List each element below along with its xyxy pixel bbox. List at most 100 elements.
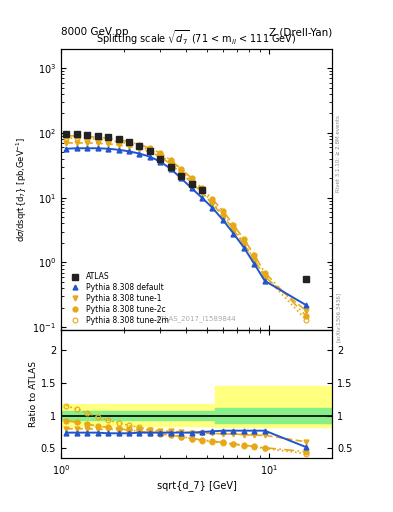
- Pythia 8.308 tune-2m: [74, 135, 79, 141]
- Pythia 8.308 tune-2c: [105, 135, 110, 141]
- Pythia 8.308 tune-1: [105, 141, 110, 147]
- Pythia 8.308 tune-1: [158, 154, 163, 160]
- Pythia 8.308 tune-1: [85, 140, 90, 146]
- Pythia 8.308 tune-2m: [64, 135, 68, 141]
- Pythia 8.308 tune-2c: [242, 236, 246, 242]
- Pythia 8.308 default: [304, 302, 309, 308]
- Pythia 8.308 tune-2m: [127, 141, 131, 147]
- Pythia 8.308 tune-2m: [263, 273, 267, 279]
- Pythia 8.308 tune-2c: [74, 133, 79, 139]
- Pythia 8.308 tune-2m: [221, 211, 226, 218]
- Pythia 8.308 tune-1: [231, 227, 236, 233]
- Pythia 8.308 tune-2c: [252, 252, 257, 258]
- Pythia 8.308 tune-2m: [85, 136, 90, 142]
- Pythia 8.308 default: [179, 175, 184, 181]
- Line: Pythia 8.308 tune-1: Pythia 8.308 tune-1: [64, 140, 309, 313]
- Title: Splitting scale $\sqrt{d_7}$ (71 < m$_{ll}$ < 111 GeV): Splitting scale $\sqrt{d_7}$ (71 < m$_{l…: [96, 28, 297, 47]
- Pythia 8.308 tune-2m: [137, 143, 142, 150]
- Pythia 8.308 tune-1: [179, 170, 184, 176]
- Text: [arXiv:1306.3436]: [arXiv:1306.3436]: [336, 292, 341, 343]
- Text: Z (Drell-Yan): Z (Drell-Yan): [269, 27, 332, 37]
- ATLAS: [168, 164, 173, 170]
- X-axis label: sqrt{d_7} [GeV]: sqrt{d_7} [GeV]: [156, 480, 237, 490]
- Line: Pythia 8.308 tune-2m: Pythia 8.308 tune-2m: [64, 136, 309, 323]
- ATLAS: [200, 187, 204, 194]
- Y-axis label: d$\sigma$/dsqrt{d$_7$} [pb,GeV$^{-1}$]: d$\sigma$/dsqrt{d$_7$} [pb,GeV$^{-1}$]: [15, 137, 29, 242]
- Pythia 8.308 tune-2m: [242, 240, 246, 246]
- Pythia 8.308 tune-2m: [304, 317, 309, 323]
- ATLAS: [105, 135, 110, 141]
- Pythia 8.308 tune-2m: [252, 257, 257, 263]
- Pythia 8.308 tune-2c: [95, 134, 100, 140]
- ATLAS: [95, 133, 100, 139]
- ATLAS: [147, 148, 152, 155]
- Pythia 8.308 tune-2m: [189, 178, 194, 184]
- Text: 8000 GeV pp: 8000 GeV pp: [61, 27, 129, 37]
- Pythia 8.308 tune-2c: [85, 134, 90, 140]
- Pythia 8.308 tune-2c: [210, 196, 215, 202]
- Pythia 8.308 tune-1: [221, 213, 226, 219]
- Pythia 8.308 tune-2m: [116, 139, 121, 145]
- Pythia 8.308 tune-2m: [95, 136, 100, 142]
- ATLAS: [74, 131, 79, 137]
- Pythia 8.308 tune-2c: [200, 185, 204, 191]
- Pythia 8.308 default: [200, 195, 204, 201]
- Pythia 8.308 tune-2c: [127, 139, 131, 145]
- ATLAS: [179, 173, 184, 179]
- Pythia 8.308 tune-2m: [105, 137, 110, 143]
- Pythia 8.308 tune-1: [263, 274, 267, 280]
- Pythia 8.308 tune-2m: [179, 168, 184, 174]
- Pythia 8.308 tune-1: [210, 201, 215, 207]
- Pythia 8.308 tune-1: [168, 161, 173, 167]
- Pythia 8.308 tune-2c: [158, 150, 163, 156]
- Line: ATLAS: ATLAS: [63, 131, 309, 283]
- Pythia 8.308 tune-2m: [168, 159, 173, 165]
- Pythia 8.308 tune-2c: [137, 141, 142, 147]
- Pythia 8.308 tune-2c: [168, 157, 173, 163]
- ATLAS: [127, 139, 131, 145]
- Text: Rivet 3.1.10; ≥ 2.8M events: Rivet 3.1.10; ≥ 2.8M events: [336, 115, 341, 192]
- Pythia 8.308 default: [127, 148, 131, 155]
- ATLAS: [85, 132, 90, 138]
- Pythia 8.308 tune-2c: [221, 208, 226, 214]
- ATLAS: [64, 131, 68, 137]
- Pythia 8.308 tune-2c: [64, 133, 68, 139]
- ATLAS: [158, 156, 163, 162]
- Pythia 8.308 tune-1: [200, 189, 204, 196]
- Pythia 8.308 tune-1: [74, 140, 79, 146]
- Pythia 8.308 tune-1: [95, 140, 100, 146]
- Pythia 8.308 default: [64, 146, 68, 152]
- Pythia 8.308 tune-2c: [231, 222, 236, 228]
- Pythia 8.308 default: [242, 245, 246, 251]
- Text: ATLAS_2017_I1589844: ATLAS_2017_I1589844: [157, 315, 236, 322]
- ATLAS: [189, 181, 194, 187]
- ATLAS: [116, 136, 121, 142]
- Pythia 8.308 tune-1: [147, 149, 152, 155]
- Pythia 8.308 default: [158, 159, 163, 165]
- Pythia 8.308 tune-2m: [210, 199, 215, 205]
- Pythia 8.308 tune-2c: [116, 137, 121, 143]
- Pythia 8.308 default: [95, 145, 100, 152]
- Pythia 8.308 tune-1: [252, 257, 257, 263]
- Pythia 8.308 tune-2m: [147, 147, 152, 153]
- Pythia 8.308 default: [252, 261, 257, 267]
- Pythia 8.308 tune-1: [127, 143, 131, 150]
- Pythia 8.308 tune-2c: [189, 175, 194, 181]
- Legend: ATLAS, Pythia 8.308 default, Pythia 8.308 tune-1, Pythia 8.308 tune-2c, Pythia 8: ATLAS, Pythia 8.308 default, Pythia 8.30…: [65, 271, 171, 327]
- Pythia 8.308 default: [116, 146, 121, 153]
- ATLAS: [304, 276, 309, 283]
- Pythia 8.308 default: [168, 166, 173, 172]
- Pythia 8.308 tune-1: [137, 146, 142, 152]
- Pythia 8.308 default: [231, 230, 236, 237]
- Pythia 8.308 default: [210, 205, 215, 211]
- Line: Pythia 8.308 tune-2c: Pythia 8.308 tune-2c: [64, 134, 309, 318]
- Pythia 8.308 default: [105, 146, 110, 152]
- Pythia 8.308 tune-1: [64, 140, 68, 146]
- Pythia 8.308 default: [263, 278, 267, 284]
- Pythia 8.308 tune-2c: [147, 145, 152, 152]
- Pythia 8.308 tune-2c: [304, 313, 309, 319]
- Pythia 8.308 default: [147, 154, 152, 160]
- Pythia 8.308 default: [221, 217, 226, 223]
- Pythia 8.308 default: [137, 151, 142, 157]
- Pythia 8.308 tune-2c: [179, 166, 184, 172]
